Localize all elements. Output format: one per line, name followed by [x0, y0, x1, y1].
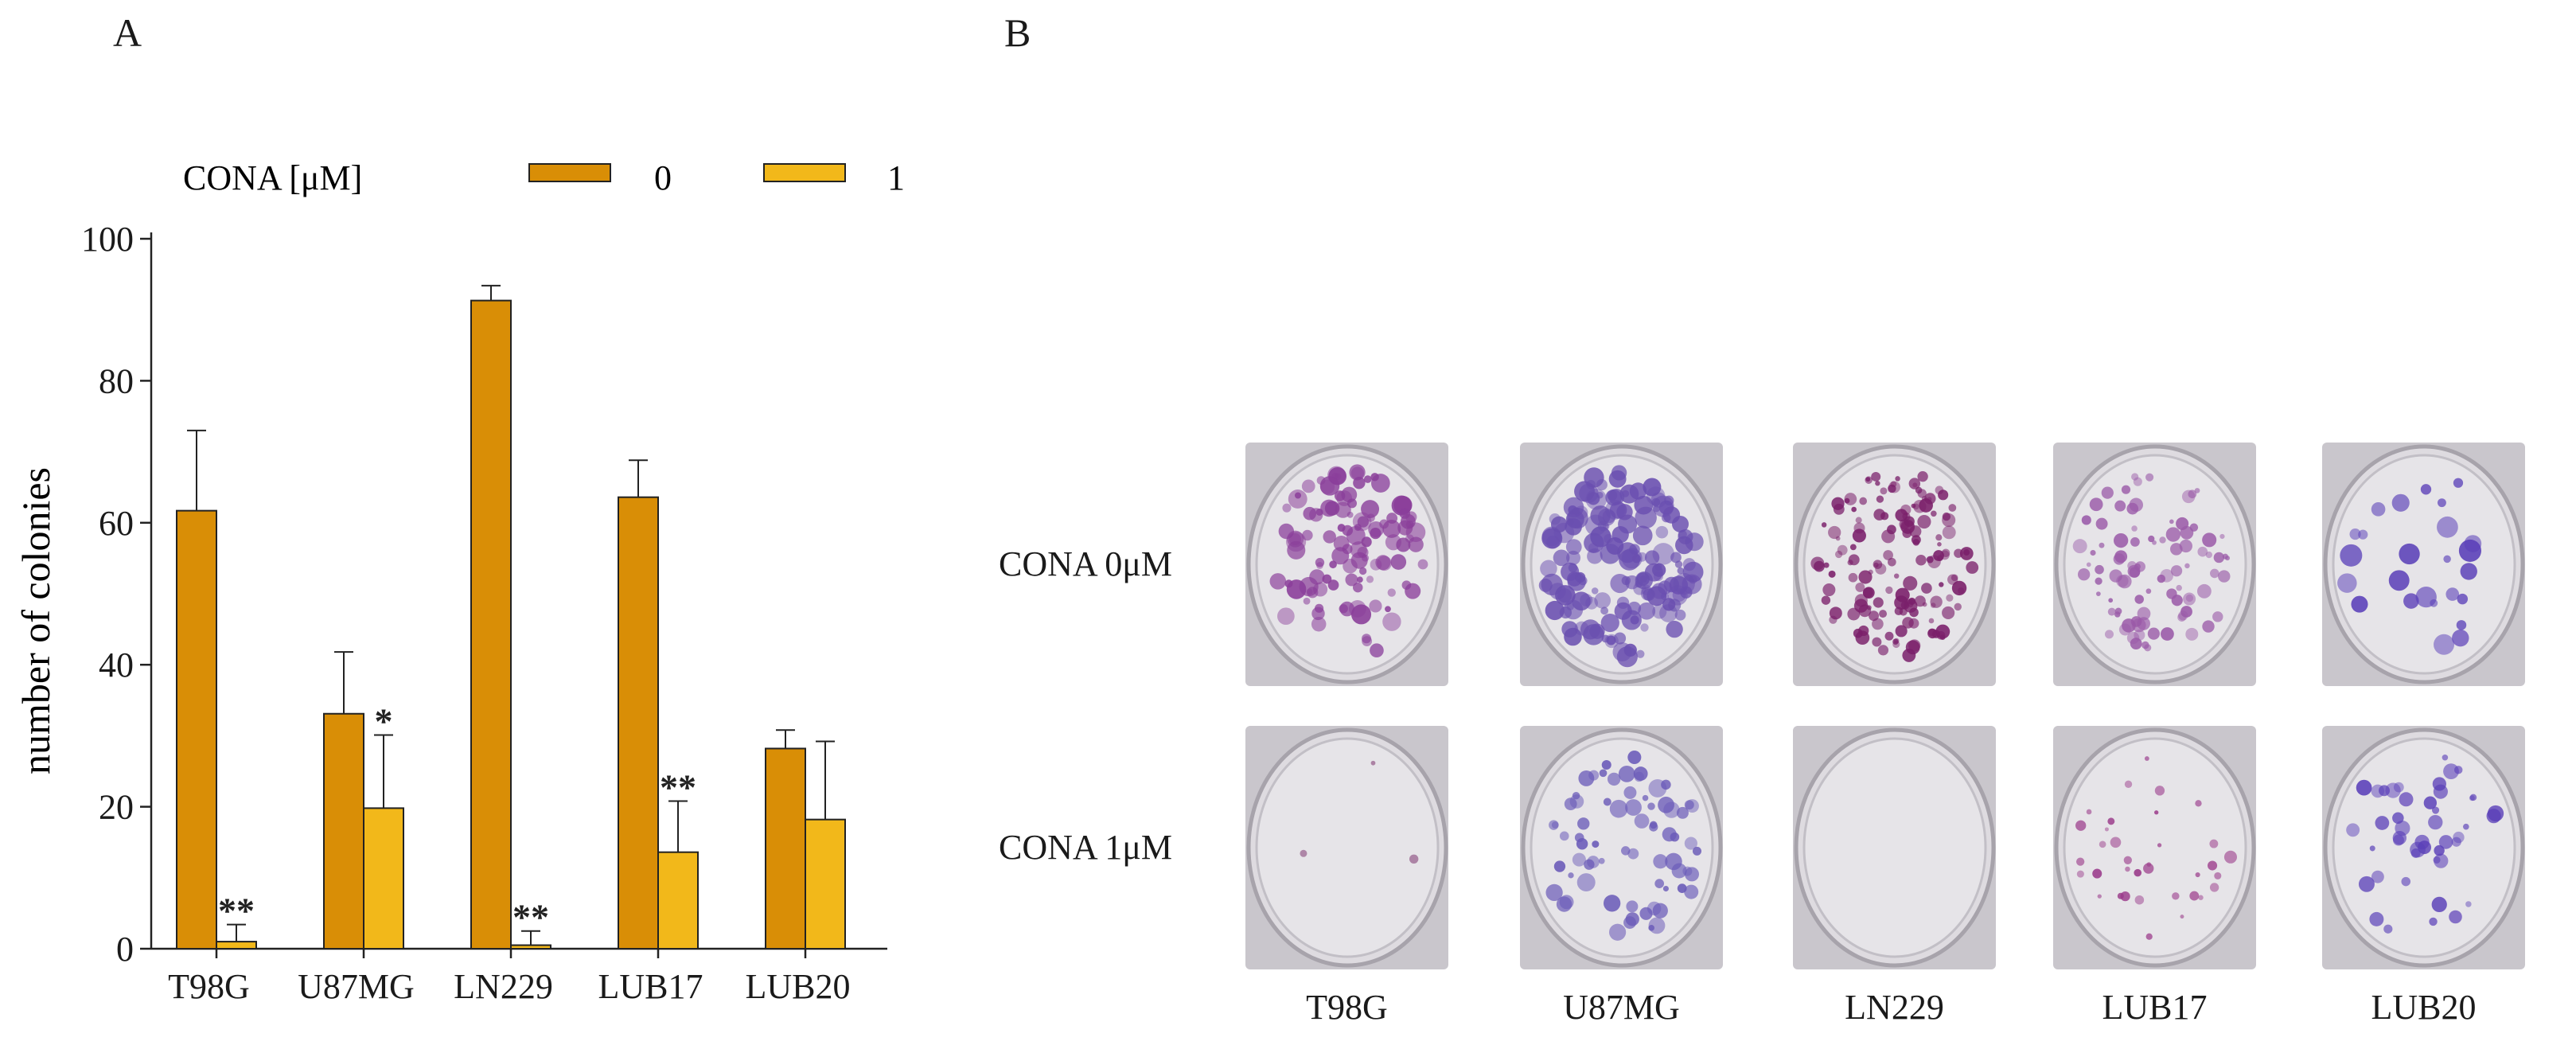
bar-lub17-series-1 [657, 851, 699, 950]
bar-ln229-series-0 [470, 299, 512, 950]
legend-swatch-1 [763, 163, 846, 182]
x-tick-label-lub17: LUB17 [598, 967, 703, 1006]
y-tick-label: 80 [99, 361, 134, 400]
colony-plate-lub20-row-0 [2322, 443, 2525, 686]
colony-plate-lub20-row-1 [2322, 726, 2525, 969]
plate-row-label: CONA 1μM [999, 828, 1172, 867]
bar-chart: CONA [μM] 0 1 number of colonies 0 20 40 60… [14, 158, 905, 1006]
plate-column-label-t98g: T98G [1306, 988, 1388, 1027]
chart-axes: 0 20 40 60 80 100 T98G U87MG LN229 LUB17 LUB20 [81, 220, 887, 1006]
panel-label-b: B [1004, 10, 1031, 55]
colony-plate-ln229-row-0 [1793, 443, 1996, 686]
bar-t98g-series-1 [216, 941, 257, 950]
y-tick-label: 20 [99, 788, 134, 827]
colony-plate-u87mg-row-1 [1520, 726, 1723, 969]
significance-marker: * [375, 701, 393, 742]
x-tick-label-ln229: LN229 [454, 967, 553, 1006]
colony-plate-t98g-row-1 [1245, 726, 1448, 969]
legend-label-1: 1 [887, 158, 905, 197]
colony-plate-u87mg-row-0 [1520, 443, 1723, 686]
x-tick-label-u87mg: U87MG [298, 967, 415, 1006]
x-tick-label-t98g: T98G [168, 967, 250, 1006]
colony-plate-lub17-row-0 [2053, 443, 2256, 686]
significance-marker: ** [512, 897, 549, 938]
colony-plate-lub17-row-1 [2053, 726, 2256, 969]
plate-column-label-u87mg: U87MG [1563, 988, 1680, 1027]
y-axis-label: number of colonies [14, 467, 58, 774]
plate-column-label-lub17: LUB17 [2102, 988, 2208, 1027]
bar-t98g-series-0 [176, 509, 217, 950]
significance-marker: ** [660, 766, 696, 807]
plate-column-label-ln229: LN229 [1845, 988, 1944, 1027]
colony-plate-ln229-row-1 [1793, 726, 1996, 969]
chart-legend: CONA [μM] 0 1 [183, 158, 905, 197]
colony-plate-t98g-row-0 [1245, 443, 1448, 686]
legend-label-0: 0 [654, 158, 672, 197]
plate-row-label: CONA 0μM [999, 544, 1172, 583]
y-tick-label: 40 [99, 645, 134, 684]
bar-lub20-series-0 [765, 747, 806, 950]
legend-title: CONA [μM] [183, 158, 362, 197]
y-tick-label: 60 [99, 504, 134, 543]
x-tick-label-lub20: LUB20 [746, 967, 851, 1006]
y-tick-label: 0 [116, 930, 134, 969]
plate-column-label-lub20: LUB20 [2371, 988, 2477, 1027]
panel-label-a: A [113, 10, 142, 55]
significance-marker: ** [218, 891, 255, 931]
bar-u87mg-series-0 [323, 712, 364, 950]
legend-swatch-0 [528, 163, 611, 182]
bar-u87mg-series-1 [363, 807, 404, 950]
y-tick-label: 100 [81, 220, 134, 259]
chart-bars: ******* [176, 284, 846, 950]
bar-lub17-series-0 [618, 496, 659, 950]
bar-ln229-series-1 [510, 944, 551, 950]
bar-lub20-series-1 [805, 818, 846, 950]
